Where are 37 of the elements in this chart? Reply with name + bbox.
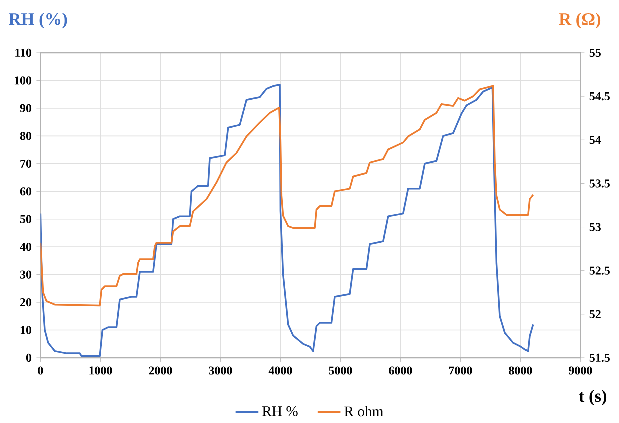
x-tick-label: 1000 xyxy=(90,366,112,375)
y2-tick-label: 52.5 xyxy=(590,266,610,275)
y2-tick-label: 51.5 xyxy=(590,354,610,362)
legend-label: RH % xyxy=(262,406,298,416)
y2-tick-label: 54 xyxy=(590,136,602,144)
y-tick-label: 70 xyxy=(20,160,32,168)
y-tick-label: 0 xyxy=(26,354,32,362)
y-tick-label: 60 xyxy=(20,188,32,196)
y2-axis-title: R (Ω) xyxy=(559,12,601,29)
y2-tick-label: 55 xyxy=(590,49,601,57)
x-tick-label: 7000 xyxy=(449,366,472,375)
x-tick-label: 8000 xyxy=(509,366,532,375)
x-tick-label: 5000 xyxy=(329,366,352,375)
x-tick-label: 9000 xyxy=(569,366,592,375)
y2-tick-label: 53.5 xyxy=(590,180,610,188)
y-tick-label: 50 xyxy=(20,215,32,224)
y-tick-label: 80 xyxy=(20,132,32,140)
y-tick-label: 100 xyxy=(14,76,32,85)
y2-tick-label: 54.5 xyxy=(590,92,610,101)
x-tick-label: 4000 xyxy=(268,366,292,375)
x-tick-label: 0 xyxy=(38,366,44,375)
y-tick-label: 10 xyxy=(20,326,32,334)
x-tick-label: 3000 xyxy=(209,366,232,375)
y-tick-label: 30 xyxy=(20,270,32,279)
line-series xyxy=(40,84,534,358)
line-series xyxy=(40,85,534,307)
y-tick-label: 90 xyxy=(20,104,32,112)
x-tick-label: 2000 xyxy=(149,366,172,375)
x-axis-title: t (s) xyxy=(579,390,607,406)
y-tick-label: 110 xyxy=(16,48,32,58)
y2-tick-label: 52 xyxy=(590,310,601,318)
y-tick-label: 40 xyxy=(20,243,32,252)
y2-tick-label: 53 xyxy=(590,223,601,232)
legend-label: R ohm xyxy=(344,406,384,417)
y-axis-title: RH (%) xyxy=(9,12,68,29)
x-tick-label: 6000 xyxy=(389,366,412,375)
y-tick-label: 20 xyxy=(20,298,32,307)
